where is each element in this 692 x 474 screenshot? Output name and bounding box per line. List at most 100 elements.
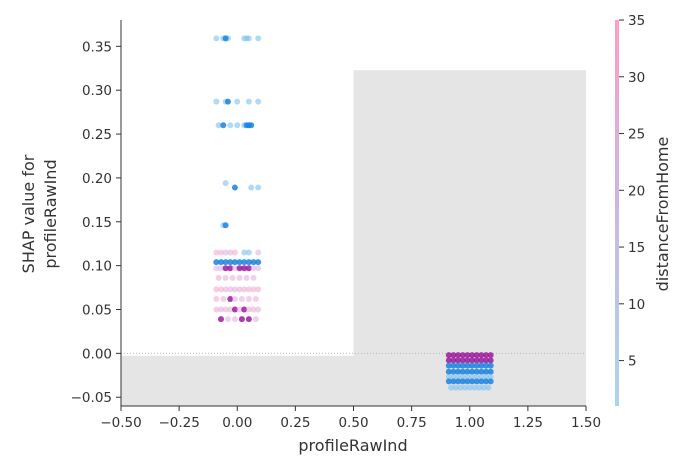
data-point-38 — [222, 259, 229, 266]
data-point-85 — [241, 306, 248, 313]
data-point-53 — [245, 265, 252, 272]
data-point-17 — [234, 122, 241, 129]
data-point-0 — [213, 35, 220, 42]
data-point-82 — [227, 306, 234, 313]
data-point-99 — [464, 352, 471, 359]
data-point-68 — [241, 286, 248, 293]
data-point-3 — [222, 35, 229, 42]
data-point-149 — [464, 378, 471, 385]
data-point-108 — [459, 357, 466, 364]
data-point-43 — [245, 259, 252, 266]
data-point-112 — [478, 357, 485, 364]
data-point-157 — [457, 384, 464, 391]
data-point-6 — [243, 35, 250, 42]
data-point-46 — [213, 265, 220, 272]
data-point-148 — [459, 378, 466, 385]
y-axis-label-line-2: profileRawInd — [41, 159, 60, 268]
data-point-48 — [222, 265, 229, 272]
colorbar-tick-label-2: 15 — [628, 240, 645, 256]
data-point-69 — [245, 286, 252, 293]
data-point-54 — [250, 265, 257, 272]
data-point-21 — [248, 122, 255, 129]
data-point-66 — [231, 286, 238, 293]
y-tick-label-7: 0.30 — [82, 83, 112, 99]
data-point-76 — [238, 295, 245, 302]
data-point-63 — [217, 286, 224, 293]
x-tick-label-1: −0.25 — [158, 415, 199, 431]
data-point-45 — [255, 259, 262, 266]
data-point-117 — [455, 362, 462, 369]
data-point-144 — [487, 374, 494, 381]
data-point-134 — [487, 368, 494, 375]
x-tick-label-4: 0.50 — [338, 415, 368, 431]
data-point-147 — [455, 378, 462, 385]
data-point-78 — [252, 295, 259, 302]
data-point-151 — [473, 378, 480, 385]
data-point-81 — [222, 306, 229, 313]
data-point-62 — [213, 286, 220, 293]
x-tick-label-3: 0.25 — [280, 415, 310, 431]
data-point-116 — [450, 362, 457, 369]
data-point-102 — [478, 352, 485, 359]
data-point-161 — [476, 384, 483, 391]
y-tick-label-1: 0.00 — [82, 346, 112, 362]
data-point-106 — [450, 357, 457, 364]
data-point-136 — [450, 374, 457, 381]
data-point-90 — [224, 316, 231, 323]
data-point-119 — [464, 362, 471, 369]
data-point-42 — [241, 259, 248, 266]
data-point-70 — [250, 286, 257, 293]
data-point-140 — [469, 374, 476, 381]
data-point-89 — [217, 316, 224, 323]
data-point-152 — [478, 378, 485, 385]
data-point-72 — [213, 295, 220, 302]
data-point-58 — [229, 274, 236, 281]
data-point-47 — [217, 265, 224, 272]
data-point-14 — [215, 122, 222, 129]
data-point-127 — [455, 368, 462, 375]
data-point-28 — [213, 249, 220, 256]
data-point-11 — [234, 98, 241, 105]
axes-layer: −0.50 −0.25 0.00 0.25 0.50 0.75 1.00 1.25 1.50 −0… — [71, 20, 601, 431]
data-point-142 — [478, 374, 485, 381]
data-point-126 — [450, 368, 457, 375]
data-point-52 — [241, 265, 248, 272]
colorbar-label: distanceFromHome — [653, 137, 672, 292]
colorbar-tick-label-5: 30 — [628, 70, 645, 86]
data-point-137 — [455, 374, 462, 381]
data-point-129 — [464, 368, 471, 375]
data-point-92 — [238, 316, 245, 323]
data-point-39 — [227, 259, 234, 266]
colorbar-tick-label-3: 20 — [628, 183, 645, 199]
data-point-84 — [236, 306, 243, 313]
x-tick-label-5: 0.75 — [397, 415, 427, 431]
data-point-27 — [222, 222, 229, 229]
data-point-131 — [473, 368, 480, 375]
data-point-105 — [445, 357, 452, 364]
data-point-96 — [450, 352, 457, 359]
y-tick-label-6: 0.25 — [82, 127, 112, 143]
histogram-bar-0 — [121, 355, 354, 406]
colorbar-tick-label-1: 10 — [628, 297, 645, 313]
data-point-12 — [245, 98, 252, 105]
data-point-110 — [469, 357, 476, 364]
data-point-49 — [227, 265, 234, 272]
data-point-128 — [459, 368, 466, 375]
data-point-138 — [459, 374, 466, 381]
data-point-10 — [224, 98, 231, 105]
data-point-109 — [464, 357, 471, 364]
data-point-25 — [255, 184, 262, 191]
x-tick-label-7: 1.25 — [513, 415, 543, 431]
data-point-135 — [445, 374, 452, 381]
data-point-124 — [487, 362, 494, 369]
data-point-36 — [213, 259, 220, 266]
data-point-123 — [483, 362, 490, 369]
data-point-8 — [213, 98, 220, 105]
data-point-23 — [231, 184, 238, 191]
data-point-111 — [473, 357, 480, 364]
data-point-122 — [478, 362, 485, 369]
data-point-7 — [255, 35, 262, 42]
data-point-86 — [245, 306, 252, 313]
data-point-146 — [450, 378, 457, 385]
